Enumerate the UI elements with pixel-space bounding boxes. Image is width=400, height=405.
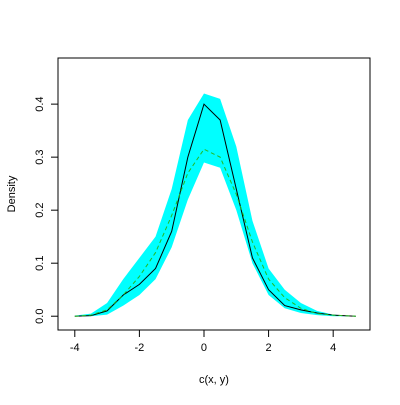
- y-tick-label: 0.4: [34, 96, 46, 111]
- confidence-band: [74, 93, 356, 317]
- y-tick-label: 0.1: [34, 256, 46, 271]
- y-axis-label: Density: [6, 175, 18, 212]
- x-tick-label: 4: [330, 342, 336, 354]
- x-axis-label: c(x, y): [199, 374, 229, 386]
- x-tick-label: -2: [135, 342, 145, 354]
- y-tick-label: 0.2: [34, 203, 46, 218]
- y-tick-label: 0.0: [34, 309, 46, 324]
- density-line: [74, 148, 356, 317]
- y-tick-label: 0.3: [34, 150, 46, 165]
- x-tick-label: -4: [70, 342, 80, 354]
- x-tick-label: 0: [201, 342, 207, 354]
- x-tick-label: 2: [266, 342, 272, 354]
